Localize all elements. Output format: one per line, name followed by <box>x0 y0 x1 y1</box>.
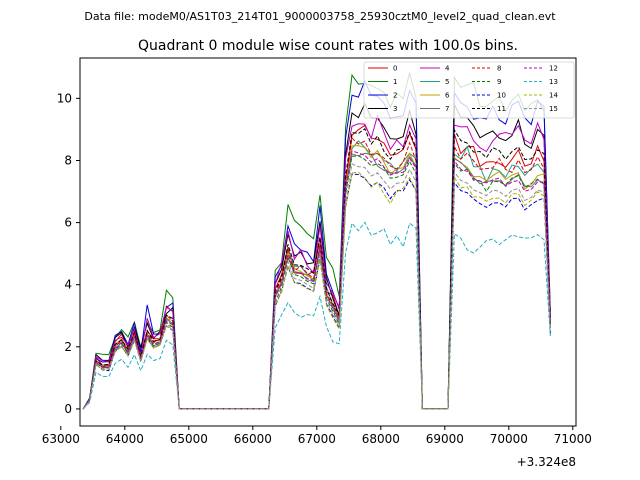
legend-label-6: 6 <box>445 92 450 100</box>
figure-suptitle: Data file: modeM0/AS1T03_214T01_90000037… <box>84 10 556 23</box>
series-line-10 <box>82 173 551 410</box>
plot-area <box>79 57 577 427</box>
x-tick-label: 71000 <box>554 432 592 446</box>
series-line-14 <box>82 171 551 410</box>
x-offset-label: +3.324e8 <box>517 455 576 469</box>
legend-label-5: 5 <box>445 78 449 86</box>
y-tick-label: 8 <box>64 153 72 167</box>
legend-label-3: 3 <box>393 105 397 113</box>
legend-label-4: 4 <box>445 65 450 73</box>
y-tick-label: 0 <box>64 402 72 416</box>
legend-label-14: 14 <box>549 92 558 100</box>
legend-label-8: 8 <box>497 65 501 73</box>
x-tick-label: 64000 <box>106 432 144 446</box>
legend-label-2: 2 <box>393 92 397 100</box>
x-tick-label: 69000 <box>426 432 464 446</box>
x-tick-label: 66000 <box>234 432 272 446</box>
y-axis-ticks: 0 2 4 6 8 10 <box>57 91 80 416</box>
series-line-8 <box>82 137 551 410</box>
x-tick-label: 68000 <box>362 432 400 446</box>
x-tick-label: 65000 <box>170 432 208 446</box>
legend-label-13: 13 <box>549 78 558 86</box>
legend-label-12: 12 <box>549 65 558 73</box>
series-line-7 <box>82 152 551 410</box>
x-axis-ticks: 63000 64000 65000 66000 67000 68000 69000 70000… <box>42 426 592 446</box>
axes-frame <box>79 57 577 427</box>
x-tick-label: 70000 <box>490 432 528 446</box>
y-tick-label: 6 <box>64 216 72 230</box>
series-line-11 <box>82 128 551 410</box>
legend-label-10: 10 <box>497 92 506 100</box>
legend-label-9: 9 <box>497 78 501 86</box>
series-line-12 <box>82 150 551 410</box>
legend-label-1: 1 <box>393 78 397 86</box>
series-line-4 <box>82 113 551 410</box>
y-tick-label: 4 <box>64 278 72 292</box>
legend-box <box>363 61 575 119</box>
series-line-9 <box>82 155 551 410</box>
y-tick-label: 2 <box>64 340 72 354</box>
y-tick-label: 10 <box>57 91 72 105</box>
series-line-13 <box>82 221 551 410</box>
legend-label-7: 7 <box>445 105 449 113</box>
legend-label-0: 0 <box>393 65 397 73</box>
x-tick-label: 63000 <box>42 432 80 446</box>
series-lines <box>82 72 551 410</box>
x-tick-label: 67000 <box>298 432 336 446</box>
legend-label-11: 11 <box>497 105 506 113</box>
chart-title: Quadrant 0 module wise count rates with … <box>138 38 518 54</box>
legend-label-15: 15 <box>549 105 558 113</box>
series-line-15 <box>82 163 551 410</box>
